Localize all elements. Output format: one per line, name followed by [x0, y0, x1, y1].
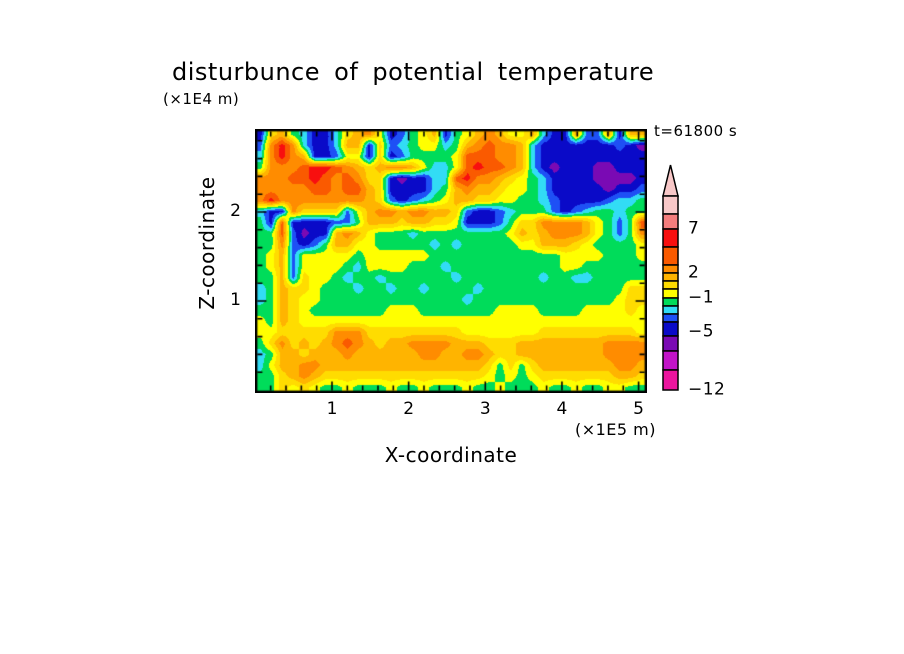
colorbar-segment — [662, 305, 679, 315]
y-tick-label: 1 — [230, 290, 241, 310]
x-tick-label: 1 — [326, 399, 338, 419]
colorbar-tick-label: 7 — [688, 218, 700, 239]
heatmap-canvas — [255, 129, 647, 393]
colorbar-tick-label: 2 — [688, 262, 700, 283]
colorbar-segment — [662, 213, 679, 230]
x-tick-label: 2 — [403, 399, 415, 419]
colorbar-segment — [662, 369, 679, 391]
colorbar-segment — [662, 246, 679, 266]
colorbar-segment — [662, 335, 679, 352]
colorbar-segment — [662, 228, 679, 248]
colorbar-segment — [662, 195, 679, 215]
time-annotation: t=61800 s — [654, 122, 738, 140]
x-tick-label: 3 — [479, 399, 491, 419]
colorbar-tick-label: −1 — [688, 287, 715, 308]
colorbar-tick-label: −5 — [688, 321, 715, 342]
colorbar-segment — [662, 280, 679, 290]
colorbar-segment — [662, 297, 679, 307]
colorbar — [662, 164, 679, 391]
x-axis-unit: (×1E5 m) — [574, 420, 656, 439]
x-tick-label: 4 — [556, 399, 568, 419]
colorbar-segment — [662, 350, 679, 371]
colorbar-tick-label: −12 — [688, 379, 726, 400]
colorbar-arrow — [662, 164, 679, 197]
y-tick-label: 2 — [230, 201, 241, 221]
colorbar-segment — [662, 288, 679, 299]
colorbar-segment — [662, 264, 679, 274]
plot-title: disturbunce of potential temperature — [172, 58, 655, 86]
colorbar-segment — [662, 321, 679, 337]
colorbar-segment — [662, 272, 679, 282]
y-axis-unit: (×1E4 m) — [163, 90, 240, 108]
x-axis-title: X-coordinate — [384, 443, 518, 467]
x-tick-label: 5 — [633, 399, 644, 419]
colorbar-segment — [662, 313, 679, 323]
